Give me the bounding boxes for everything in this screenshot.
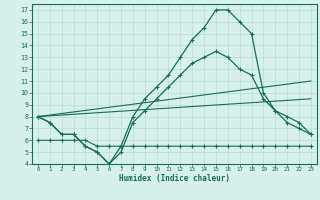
X-axis label: Humidex (Indice chaleur): Humidex (Indice chaleur) [119, 174, 230, 183]
